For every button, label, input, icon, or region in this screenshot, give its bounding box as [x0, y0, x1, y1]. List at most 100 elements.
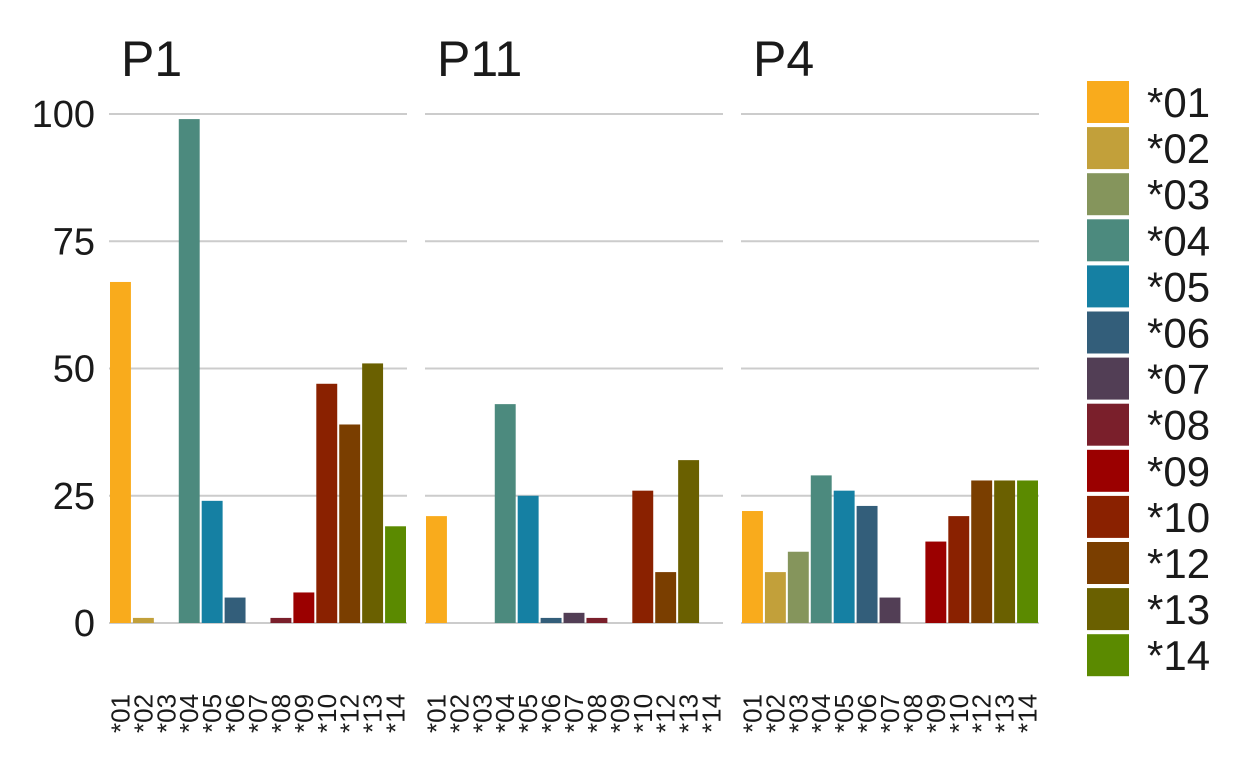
bar — [948, 516, 970, 623]
x-tick-label: *09 — [921, 694, 951, 733]
y-tick-label: 100 — [32, 94, 95, 136]
legend-swatch — [1087, 495, 1129, 538]
x-tick-label: *12 — [335, 694, 365, 733]
x-tick-label: *04 — [490, 694, 520, 733]
x-tick-label: *14 — [381, 694, 411, 733]
bar — [810, 475, 832, 623]
x-tick-label: *13 — [990, 694, 1020, 733]
x-tick-label: *07 — [875, 694, 905, 733]
bar — [994, 480, 1016, 623]
x-tick-label: *10 — [944, 694, 974, 733]
legend-swatch — [1087, 173, 1129, 216]
bar — [362, 363, 384, 623]
x-tick-label: *03 — [151, 694, 181, 733]
x-tick-label: *05 — [513, 694, 543, 733]
bar — [316, 383, 338, 623]
legend-label: *13 — [1147, 586, 1210, 633]
x-tick-label: *08 — [266, 694, 296, 733]
bar — [270, 617, 292, 623]
legend-label: *08 — [1147, 402, 1210, 449]
y-axis: 0 25 50 75 100 — [32, 94, 95, 645]
bar — [586, 617, 608, 623]
bar — [132, 617, 154, 623]
x-tick-label: *06 — [536, 694, 566, 733]
bars-layer — [110, 119, 1038, 623]
bar — [1017, 480, 1038, 623]
legend-label: *07 — [1147, 356, 1210, 403]
legend-label: *06 — [1147, 310, 1210, 357]
x-tick-label: *07 — [243, 694, 273, 733]
facet-title: P1 — [121, 31, 182, 87]
x-tick-label: *03 — [467, 694, 497, 733]
bar — [742, 511, 763, 623]
x-tick-label: *04 — [806, 694, 836, 733]
legend-label: *14 — [1147, 632, 1210, 679]
y-tick-label: 25 — [53, 476, 95, 518]
x-tick-label: *07 — [559, 694, 589, 733]
x-tick-label: *10 — [628, 694, 658, 733]
bar — [178, 119, 200, 623]
x-tick-label: *14 — [1013, 694, 1043, 733]
bar — [110, 281, 131, 623]
x-tick-label: *06 — [852, 694, 882, 733]
legend-label: *12 — [1147, 540, 1210, 587]
facet-title: P4 — [753, 31, 814, 87]
x-tick-label: *12 — [651, 694, 681, 733]
x-tick-label: *01 — [105, 694, 135, 733]
bar — [678, 460, 700, 623]
legend-swatch — [1087, 265, 1129, 308]
bar — [339, 424, 361, 623]
x-tick-label: *05 — [829, 694, 859, 733]
legend: *01*02*03*04*05*06*07*08*09*10*12*13*14 — [1087, 79, 1210, 679]
x-tick-label: *05 — [197, 694, 227, 733]
x-tick-label: *06 — [220, 694, 250, 733]
x-tick-label: *02 — [760, 694, 790, 733]
x-tick-label: *08 — [898, 694, 928, 733]
bar — [426, 516, 447, 623]
bar — [971, 480, 993, 623]
x-tick-label: *12 — [967, 694, 997, 733]
x-tick-label: *13 — [358, 694, 388, 733]
x-tick-label: *10 — [312, 694, 342, 733]
bar — [293, 592, 315, 623]
bar — [925, 541, 947, 623]
x-tick-label: *02 — [128, 694, 158, 733]
legend-swatch — [1087, 81, 1129, 123]
legend-swatch — [1087, 219, 1129, 262]
grid-layer — [109, 113, 1039, 624]
x-tick-label: *04 — [174, 694, 204, 733]
facet-titles: P1 P11 P4 — [121, 31, 814, 87]
bar — [517, 495, 539, 623]
x-tick-label: *03 — [783, 694, 813, 733]
legend-label: *02 — [1147, 125, 1210, 172]
x-tick-label: *13 — [674, 694, 704, 733]
y-tick-label: 75 — [53, 221, 95, 263]
bar — [879, 597, 901, 623]
y-tick-label: 50 — [53, 349, 95, 391]
bar — [224, 597, 246, 623]
legend-label: *01 — [1147, 79, 1210, 126]
x-tick-label: *01 — [737, 694, 767, 733]
y-tick-label: 0 — [74, 603, 95, 645]
legend-label: *09 — [1147, 448, 1210, 495]
legend-swatch — [1087, 311, 1129, 354]
bar — [632, 490, 654, 623]
legend-label: *10 — [1147, 494, 1210, 541]
bar — [764, 572, 786, 623]
x-tick-label: *02 — [444, 694, 474, 733]
bar — [563, 612, 585, 623]
legend-swatch — [1087, 403, 1129, 446]
legend-swatch — [1087, 449, 1129, 492]
legend-label: *03 — [1147, 171, 1210, 218]
bar — [655, 572, 677, 623]
facet-title: P11 — [437, 31, 522, 87]
x-axis: *01*02*03*04*05*06*07*08*09*10*12*13*14 *… — [105, 694, 1042, 733]
legend-label: *04 — [1147, 217, 1210, 264]
legend-swatch — [1087, 588, 1129, 631]
x-tick-label: *08 — [582, 694, 612, 733]
bar — [494, 404, 516, 623]
bar — [385, 526, 406, 623]
legend-label: *05 — [1147, 263, 1210, 310]
